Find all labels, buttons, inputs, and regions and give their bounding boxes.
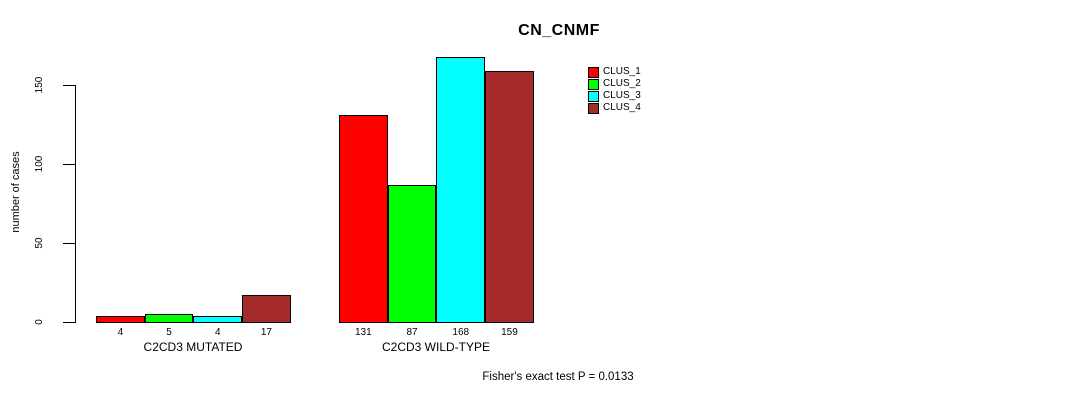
bar-clus_2-mutated bbox=[144, 314, 194, 323]
bar-value-label: 17 bbox=[260, 327, 272, 338]
x-category-label-mutated: C2CD3 MUTATED bbox=[143, 340, 243, 354]
fisher-test-note: Fisher's exact test P = 0.0133 bbox=[482, 371, 634, 383]
legend-swatch-clus_2 bbox=[588, 78, 599, 90]
bar-clus_1-wildtype bbox=[339, 115, 388, 323]
legend-label: CLUS_4 bbox=[603, 102, 641, 113]
bar-value-label: 4 bbox=[214, 327, 221, 338]
y-tick-label: 100 bbox=[34, 155, 45, 173]
bar-value-label: 5 bbox=[166, 327, 172, 338]
y-tick-label: 150 bbox=[34, 76, 45, 94]
bar-clus_4-mutated bbox=[242, 295, 291, 323]
y-tick-label: 0 bbox=[34, 319, 45, 325]
legend-item-clus_2: CLUS_2 bbox=[588, 78, 641, 90]
legend-swatch-clus_3 bbox=[588, 90, 599, 102]
chart-title: CN_CNMF bbox=[518, 22, 600, 39]
legend-swatch-clus_4 bbox=[588, 102, 599, 114]
legend-label: CLUS_1 bbox=[603, 66, 641, 77]
y-axis-line bbox=[75, 85, 76, 323]
legend-label: CLUS_3 bbox=[603, 90, 641, 101]
y-tick-mark bbox=[63, 322, 75, 323]
y-tick-mark bbox=[63, 164, 75, 165]
legend-item-clus_3: CLUS_3 bbox=[588, 90, 641, 102]
bar-value-label: 4 bbox=[117, 327, 124, 338]
legend-swatch-clus_1 bbox=[588, 66, 599, 78]
bar-value-label: 168 bbox=[452, 327, 470, 338]
y-axis-label: number of cases bbox=[10, 151, 22, 233]
legend-label: CLUS_2 bbox=[603, 78, 641, 89]
legend-item-clus_4: CLUS_4 bbox=[588, 102, 641, 114]
bar-clus_3-wildtype bbox=[436, 57, 486, 323]
bar-clus_2-wildtype bbox=[387, 185, 437, 323]
y-tick-label: 50 bbox=[34, 237, 45, 249]
bar-clus_4-wildtype bbox=[485, 71, 534, 323]
x-category-label-wildtype: C2CD3 WILD-TYPE bbox=[381, 340, 491, 354]
bar-value-label: 131 bbox=[355, 327, 372, 338]
bar-clus_1-mutated bbox=[96, 316, 145, 323]
bar-value-label: 87 bbox=[406, 327, 418, 338]
y-tick-mark bbox=[63, 243, 75, 244]
bar-clus_3-mutated bbox=[193, 316, 243, 323]
bar-value-label: 159 bbox=[501, 327, 518, 338]
legend-item-clus_1: CLUS_1 bbox=[588, 66, 641, 78]
y-tick-mark bbox=[63, 85, 75, 86]
